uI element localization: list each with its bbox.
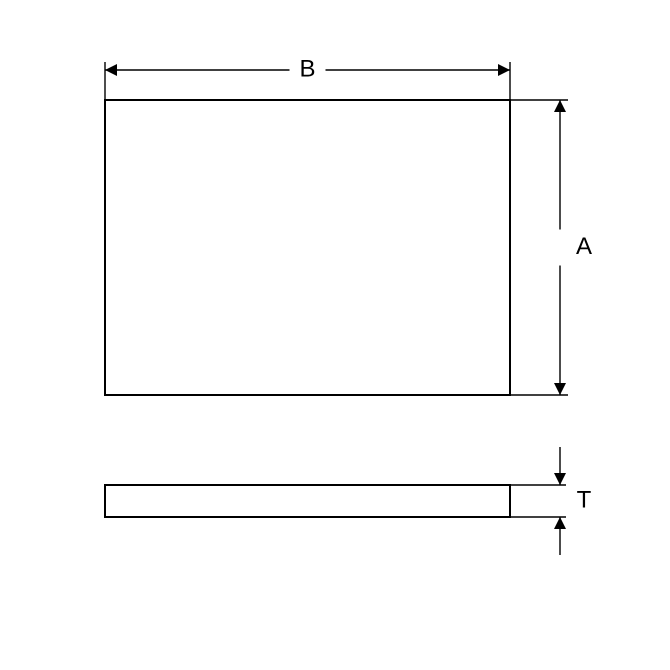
dimension-a-label: A [576,233,592,260]
dimension-t-label: T [577,486,592,513]
dimension-b-label: B [299,55,315,82]
